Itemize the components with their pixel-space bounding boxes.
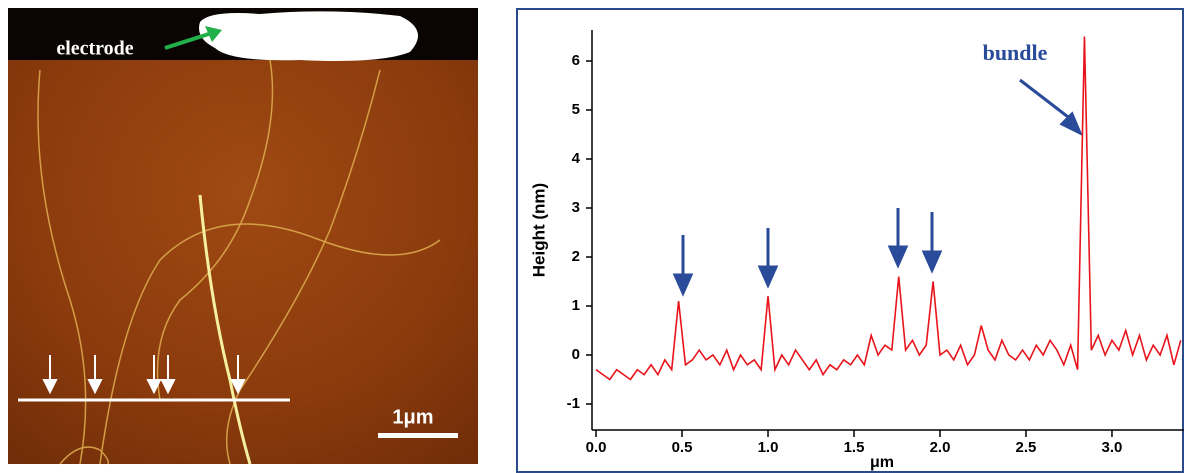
x-tick-label: 1.0 xyxy=(758,439,779,456)
x-tick-label: 2.5 xyxy=(1016,439,1037,456)
x-tick-label: 0.0 xyxy=(586,439,607,456)
bright-tube xyxy=(198,194,252,465)
white-arrows xyxy=(42,355,246,395)
scale-bar xyxy=(378,433,458,438)
y-axis-label: Height (nm) xyxy=(529,183,548,277)
x-tick-label: 1.5 xyxy=(844,439,865,456)
y-tick-label: 5 xyxy=(572,101,580,118)
afm-image: electrode 1μm xyxy=(8,8,478,465)
y-tick-label: -1 xyxy=(567,395,580,412)
y-tick-label: 0 xyxy=(572,346,580,363)
y-tick-label: 2 xyxy=(572,248,580,265)
profile-chart: Height (nm) μm bundle -1 0 1 2 3 4 5 6 0.0 0.5 1.0… xyxy=(516,8,1184,473)
green-arrowhead xyxy=(205,26,222,42)
y-tick-label: 4 xyxy=(572,150,581,167)
x-tick-label: 0.5 xyxy=(672,439,693,456)
x-axis-label: μm xyxy=(870,454,894,471)
afm-background xyxy=(8,8,478,464)
nanotubes xyxy=(37,59,441,465)
y-tick-label: 1 xyxy=(572,297,580,314)
y-tick-label: 3 xyxy=(572,199,580,216)
electrode-blob xyxy=(199,11,418,61)
electrode-label: electrode xyxy=(56,38,133,60)
y-tick-label: 6 xyxy=(572,52,580,69)
scale-bar-label: 1μm xyxy=(392,406,433,428)
annotation: bundle xyxy=(983,40,1048,65)
profile-line xyxy=(595,36,1182,381)
chart-frame xyxy=(516,8,1184,473)
x-tick-label: 2.0 xyxy=(930,439,951,456)
green-arrow xyxy=(164,30,216,50)
x-tick-label: 3.0 xyxy=(1102,439,1123,456)
blue-arrows xyxy=(672,78,1083,297)
